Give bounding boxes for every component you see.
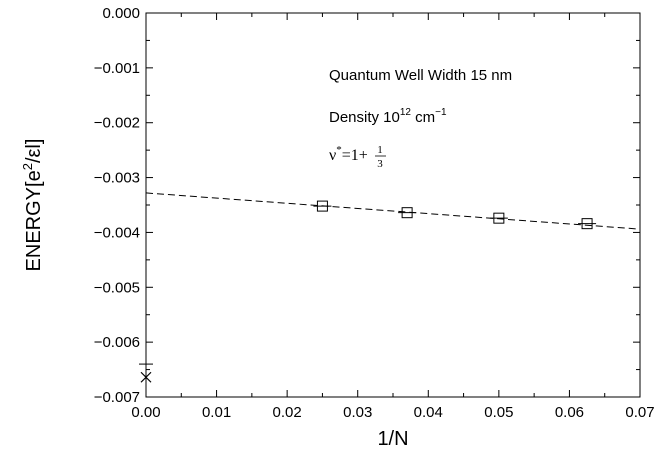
density-unit: cm xyxy=(411,109,435,126)
nu-rest: =1+ xyxy=(342,147,368,164)
nu-star: * xyxy=(336,144,342,156)
x-tick-label: 0.07 xyxy=(625,404,654,421)
y-tick-label: −0.007 xyxy=(94,389,140,406)
x-tick-label: 0.02 xyxy=(273,404,302,421)
y-tick-label: 0.000 xyxy=(102,5,140,22)
data-point-square xyxy=(493,212,505,224)
y-axis-title-sup: 2 xyxy=(20,163,35,170)
tick-marks xyxy=(145,12,641,398)
density-exponent: 12 xyxy=(400,107,412,118)
y-tick-label: −0.002 xyxy=(94,115,140,132)
annotation-filling-factor: ν*=1+ 1 3 xyxy=(329,144,386,170)
nu-fraction-numerator: 1 xyxy=(377,144,383,156)
density-unit-exponent: −1 xyxy=(435,107,447,118)
y-axis-title-base: ENERGY[e xyxy=(23,170,45,271)
x-axis-title: 1/N xyxy=(377,428,408,450)
nu-label: ν*=1+ xyxy=(329,144,368,164)
x-tick-label: 0.05 xyxy=(484,404,513,421)
data-point-square xyxy=(581,218,593,230)
tick-labels: 0.00 0.01 0.02 0.03 0.04 0.05 0.06 0.07 0.000 −0.… xyxy=(94,5,655,421)
x-tick-label: 0.03 xyxy=(343,404,372,421)
nu-base: ν xyxy=(329,147,336,164)
density-base: Density 10 xyxy=(329,109,400,126)
data-point-x xyxy=(140,371,152,383)
y-tick-label: −0.004 xyxy=(94,224,140,241)
y-tick-label: −0.001 xyxy=(94,60,140,77)
annotation-density: Density 1012 cm−1 xyxy=(329,107,447,126)
plot-area: 0.00 0.01 0.02 0.03 0.04 0.05 0.06 0.07 0.000 −0.… xyxy=(94,5,655,421)
y-tick-label: −0.006 xyxy=(94,334,140,351)
x-tick-label: 0.06 xyxy=(555,404,584,421)
y-axis-title-tail: /εl] xyxy=(23,139,45,163)
nu-fraction-denominator: 3 xyxy=(377,158,383,170)
x-tick-label: 0.01 xyxy=(202,404,231,421)
fit-line xyxy=(145,192,641,230)
annotation-well-width: Quantum Well Width 15 nm xyxy=(329,67,512,84)
y-tick-label: −0.003 xyxy=(94,170,140,187)
x-tick-label: 0.04 xyxy=(414,404,443,421)
x-tick-label: 0.00 xyxy=(131,404,160,421)
series-layer xyxy=(139,192,641,383)
y-tick-label: −0.005 xyxy=(94,279,140,296)
y-axis-title: ENERGY[e2/εl] xyxy=(20,139,45,272)
